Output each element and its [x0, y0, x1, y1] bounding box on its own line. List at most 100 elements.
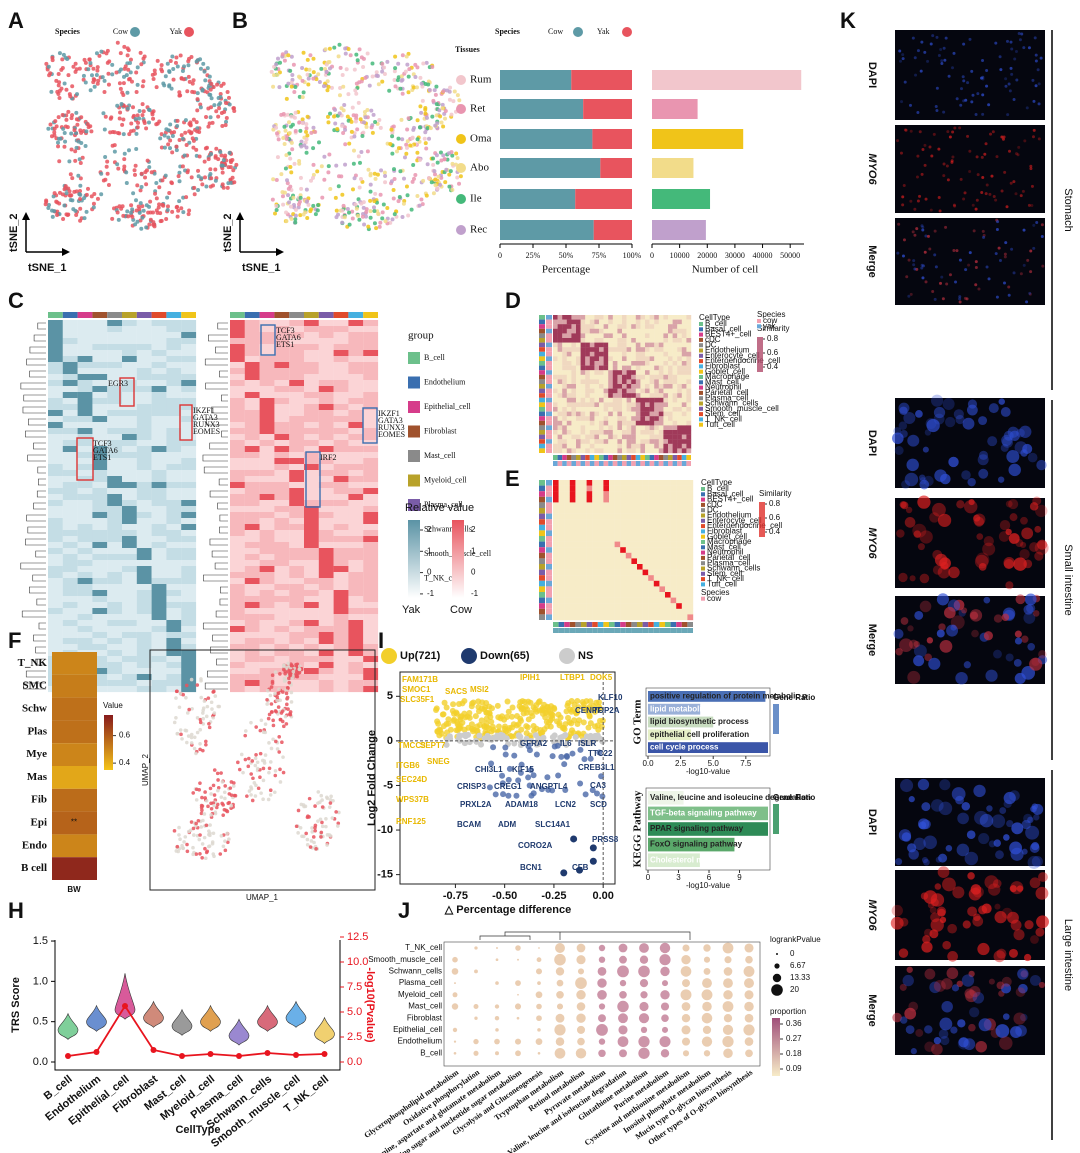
heat-cell — [676, 508, 682, 514]
heat-cell — [562, 434, 567, 440]
heat-cell — [363, 572, 379, 579]
heat-cell — [244, 374, 260, 381]
heat-cell — [597, 491, 604, 497]
heat-cell — [274, 668, 290, 675]
heat-cell — [562, 342, 567, 348]
heat-cell — [166, 392, 182, 399]
heat-cell — [557, 333, 563, 339]
annot — [562, 455, 567, 460]
heat-cell — [289, 542, 305, 549]
heat-cell — [557, 328, 563, 334]
cell-dot — [137, 116, 142, 121]
heat-cell — [586, 575, 593, 581]
heat-cell — [625, 586, 632, 593]
heat-cell — [107, 482, 123, 489]
heat-cell — [659, 480, 666, 486]
heat-cell — [363, 518, 379, 525]
cell-dot — [198, 781, 202, 785]
heat-cell — [589, 338, 595, 343]
heat-cell — [92, 650, 108, 657]
heat-cell — [333, 452, 349, 459]
heat-cell — [575, 541, 582, 548]
cell-dot — [190, 136, 195, 141]
heat-cell — [244, 566, 260, 573]
cell-dot — [174, 148, 179, 153]
heat-cell — [575, 513, 582, 520]
heat-cell — [289, 386, 305, 393]
category-dot — [456, 225, 466, 235]
heat-cell — [672, 384, 678, 389]
annot — [546, 580, 552, 587]
cell-dot — [187, 129, 192, 134]
heat-cell — [107, 512, 123, 519]
heat-cell — [318, 464, 334, 471]
heat-cell — [151, 392, 167, 399]
legend-swatch — [701, 524, 705, 529]
heat-cell — [580, 439, 586, 444]
heat-cell — [569, 558, 576, 565]
heat-cell — [681, 448, 687, 454]
cell-dot — [211, 85, 216, 90]
heat-cell — [274, 554, 290, 561]
cell-dot — [368, 209, 373, 214]
heat-cell — [274, 578, 290, 585]
heat-cell — [663, 374, 669, 380]
heat-cell — [594, 420, 600, 426]
heat-cell — [581, 569, 587, 576]
cell-dot — [52, 126, 57, 131]
cell-dot — [285, 178, 290, 183]
heat-cell — [562, 411, 567, 417]
heat-cell — [677, 361, 682, 366]
heat-cell — [581, 552, 587, 559]
heat-cell — [244, 368, 260, 375]
cell-dot — [126, 67, 131, 72]
cell-dot — [369, 108, 374, 113]
heat-cell — [181, 686, 197, 693]
heat-cell — [289, 428, 305, 435]
annot — [546, 530, 552, 536]
row-label: Plas — [27, 725, 47, 737]
heat-cell — [622, 319, 627, 325]
heat-cell — [640, 416, 646, 421]
cell-dot — [413, 75, 418, 80]
heat-cell — [92, 566, 108, 573]
heat-cell — [259, 368, 275, 375]
heat-cell — [585, 425, 590, 431]
heat-cell — [670, 592, 677, 598]
heat-cell — [631, 597, 638, 604]
axis-arrow — [25, 218, 64, 253]
label: Species — [55, 27, 80, 36]
cell-dot — [169, 181, 174, 186]
heat-cell — [653, 530, 660, 537]
heat-cell — [181, 452, 197, 459]
heat-cell — [553, 491, 559, 497]
annot — [676, 622, 682, 627]
cell-dot — [225, 89, 230, 94]
heat-cell — [151, 530, 167, 537]
heat-cell — [622, 333, 627, 339]
heat-cell — [592, 502, 598, 509]
heat-cell — [589, 315, 595, 320]
heat-cell — [585, 342, 590, 348]
heat-cell — [603, 496, 610, 503]
cell-dot — [152, 68, 157, 73]
heat-cell — [304, 404, 319, 411]
heat-cell — [304, 452, 319, 459]
heat-cell — [564, 508, 570, 514]
heat-cell — [348, 584, 364, 591]
gene-label: ETS1 — [93, 453, 111, 462]
cell-dot — [423, 107, 428, 112]
heat-cell — [575, 558, 582, 565]
cell-dot — [99, 49, 104, 54]
heat-cell — [136, 428, 152, 435]
cell-dot — [127, 61, 132, 66]
cell-dot — [292, 161, 297, 166]
heat-cell — [92, 368, 108, 375]
heat-cell — [48, 332, 63, 339]
cell-dot — [343, 142, 348, 147]
heat-cell — [585, 374, 590, 380]
heat-cell — [318, 500, 334, 507]
heat-cell — [553, 547, 559, 553]
cell-dot — [77, 66, 82, 71]
group-strip — [62, 312, 78, 318]
